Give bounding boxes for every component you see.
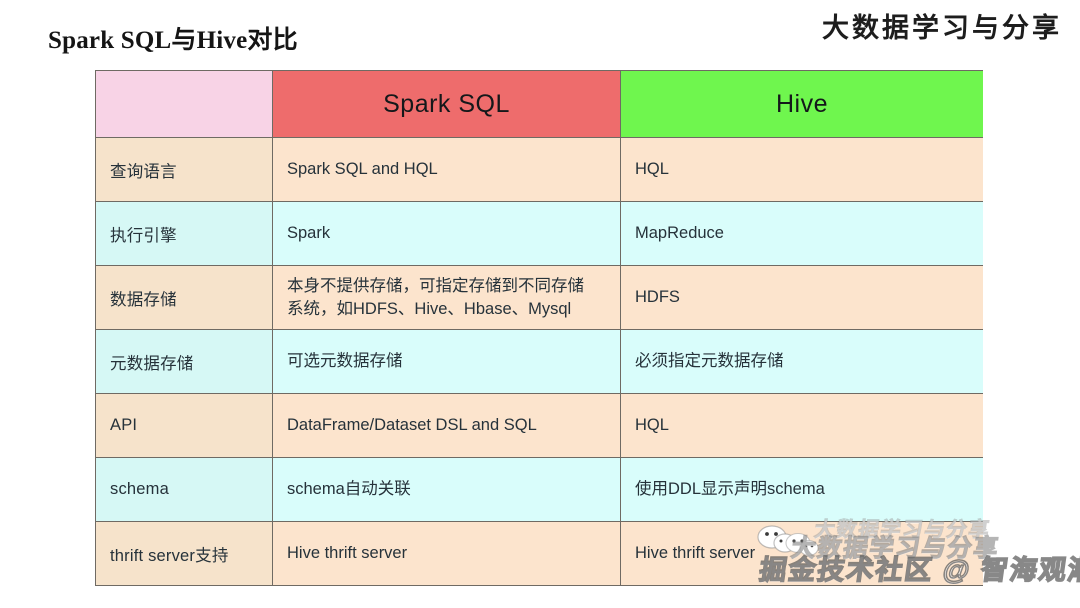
cell-spark-sql: DataFrame/Dataset DSL and SQL — [272, 393, 621, 458]
cell-spark-sql: Spark — [272, 201, 621, 266]
table-row: 查询语言 Spark SQL and HQL HQL — [95, 137, 983, 202]
cell-hive: HDFS — [620, 265, 983, 330]
cell-spark-sql: Hive thrift server — [272, 521, 621, 586]
row-label: thrift server支持 — [95, 521, 273, 586]
cell-spark-sql-line1: DataFrame/Dataset DSL and SQL — [287, 416, 537, 435]
row-label: 执行引擎 — [95, 201, 273, 266]
cell-spark-sql-line1: schema自动关联 — [287, 480, 411, 499]
row-label: schema — [95, 457, 273, 522]
cell-spark-sql-line1: 本身不提供存储，可指定存储到不同存储 — [287, 277, 584, 296]
cell-spark-sql-line1: 可选元数据存储 — [287, 352, 403, 371]
row-label: 数据存储 — [95, 265, 273, 330]
table-header-row: Spark SQL Hive — [95, 70, 983, 138]
table-row: API DataFrame/Dataset DSL and SQL HQL — [95, 393, 983, 458]
table-row: thrift server支持 Hive thrift server Hive … — [95, 521, 983, 586]
cell-spark-sql-line1: Spark — [287, 224, 331, 243]
cell-hive: 使用DDL显示声明schema — [620, 457, 983, 522]
column-header-blank — [95, 70, 273, 138]
cell-spark-sql: 可选元数据存储 — [272, 329, 621, 394]
column-header-spark-sql: Spark SQL — [272, 70, 621, 138]
cell-spark-sql-line1: Hive thrift server — [287, 544, 408, 563]
cell-hive: HQL — [620, 137, 983, 202]
column-header-spark-sql-label: Spark SQL — [383, 89, 510, 118]
row-label: 查询语言 — [95, 137, 273, 202]
cell-spark-sql: schema自动关联 — [272, 457, 621, 522]
brand-heading: 大数据学习与分享 — [822, 13, 1062, 43]
cell-spark-sql-line1: Spark SQL and HQL — [287, 160, 438, 179]
page-title: Spark SQL与Hive对比 — [48, 27, 298, 54]
cell-spark-sql-line2: 系统，如HDFS、Hive、Hbase、Mysql — [287, 299, 572, 318]
cell-spark-sql: Spark SQL and HQL — [272, 137, 621, 202]
cell-hive: 必须指定元数据存储 — [620, 329, 983, 394]
cell-spark-sql: 本身不提供存储，可指定存储到不同存储 系统，如HDFS、Hive、Hbase、M… — [272, 265, 621, 330]
column-header-hive: Hive — [620, 70, 983, 138]
table-row: 数据存储 本身不提供存储，可指定存储到不同存储 系统，如HDFS、Hive、Hb… — [95, 265, 983, 330]
row-label: 元数据存储 — [95, 329, 273, 394]
comparison-table-wrapper: Spark SQL Hive 查询语言 Spark SQL and HQL HQ… — [95, 70, 983, 586]
cell-hive: Hive thrift server — [620, 521, 983, 586]
row-label: API — [95, 393, 273, 458]
table-row: 执行引擎 Spark MapReduce — [95, 201, 983, 266]
comparison-table: Spark SQL Hive 查询语言 Spark SQL and HQL HQ… — [95, 70, 983, 586]
column-header-hive-label: Hive — [775, 89, 828, 118]
table-row: 元数据存储 可选元数据存储 必须指定元数据存储 — [95, 329, 983, 394]
table-row: schema schema自动关联 使用DDL显示声明schema — [95, 457, 983, 522]
cell-hive: MapReduce — [620, 201, 983, 266]
cell-hive: HQL — [620, 393, 983, 458]
